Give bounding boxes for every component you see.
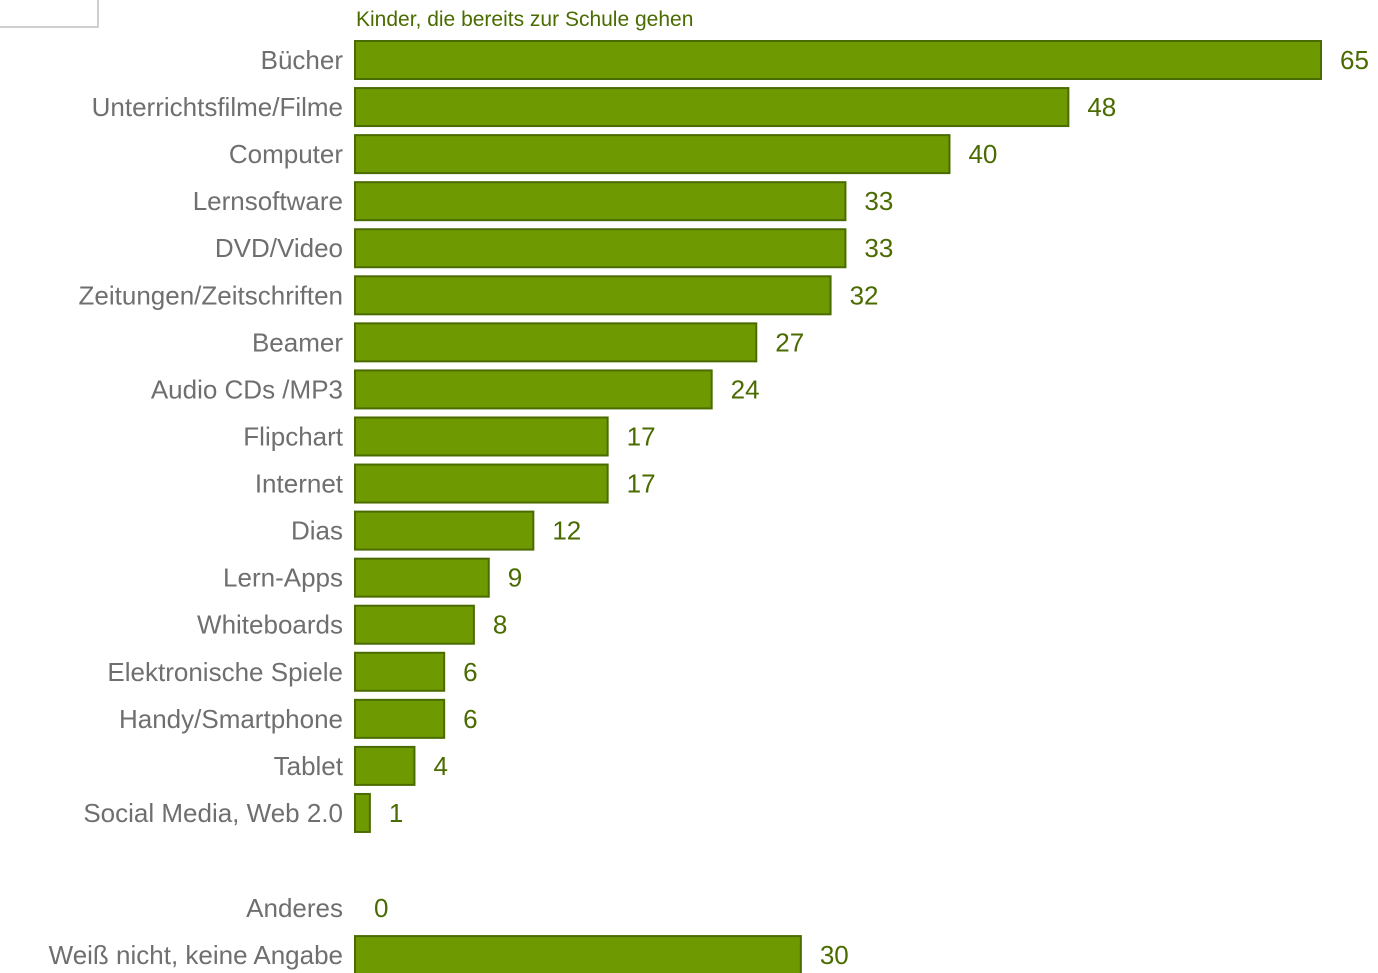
category-label-unterrichtsfilme-filme: Unterrichtsfilme/Filme bbox=[92, 92, 343, 122]
value-label-tablet: 4 bbox=[433, 751, 447, 781]
bar-internet bbox=[354, 463, 609, 504]
category-label-beamer: Beamer bbox=[252, 327, 343, 357]
category-label-tablet: Tablet bbox=[274, 751, 344, 781]
category-label-lern-apps: Lern-Apps bbox=[223, 563, 343, 593]
category-label-dvd-video: DVD/Video bbox=[215, 233, 343, 263]
category-label-anderes: Anderes bbox=[246, 893, 343, 923]
category-label-zeitungen-zeitschriften: Zeitungen/Zeitschriften bbox=[79, 280, 343, 310]
bar-lern-apps bbox=[354, 557, 490, 598]
category-label-internet: Internet bbox=[255, 469, 344, 499]
value-label-internet: 17 bbox=[627, 469, 656, 499]
category-label-bucher: Bücher bbox=[261, 45, 344, 75]
bar-zeitungen-zeitschriften bbox=[354, 275, 832, 316]
bar-elektronische-spiele bbox=[354, 651, 446, 692]
value-label-unterrichtsfilme-filme: 48 bbox=[1087, 92, 1116, 122]
category-label-dias: Dias bbox=[291, 516, 343, 546]
value-label-beamer: 27 bbox=[775, 327, 804, 357]
category-label-lernsoftware: Lernsoftware bbox=[193, 186, 343, 216]
bar-weiss-nicht-keine-angabe bbox=[354, 935, 802, 973]
bar-lernsoftware bbox=[354, 181, 847, 222]
category-label-whiteboards: Whiteboards bbox=[197, 610, 343, 640]
value-label-anderes: 0 bbox=[374, 893, 388, 923]
value-label-dias: 12 bbox=[552, 516, 581, 546]
bar-dvd-video bbox=[354, 228, 847, 269]
category-label-flipchart: Flipchart bbox=[243, 421, 343, 451]
category-label-handy-smartphone: Handy/Smartphone bbox=[119, 704, 343, 734]
category-label-weiss-nicht-keine-angabe: Weiß nicht, keine Angabe bbox=[49, 940, 343, 970]
value-label-computer: 40 bbox=[968, 139, 997, 169]
bar-dias bbox=[354, 510, 535, 551]
value-label-whiteboards: 8 bbox=[493, 610, 507, 640]
bar-flipchart bbox=[354, 416, 609, 457]
value-label-social-media-web-2-0: 1 bbox=[389, 798, 403, 828]
value-label-dvd-video: 33 bbox=[864, 233, 893, 263]
category-label-elektronische-spiele: Elektronische Spiele bbox=[107, 657, 343, 687]
legend-label: Kinder, die bereits zur Schule gehen bbox=[356, 8, 693, 31]
category-label-computer: Computer bbox=[229, 139, 343, 169]
bar-social-media-web-2-0 bbox=[354, 792, 371, 833]
category-label-social-media-web-2-0: Social Media, Web 2.0 bbox=[83, 798, 343, 828]
value-label-lernsoftware: 33 bbox=[864, 186, 893, 216]
value-label-weiss-nicht-keine-angabe: 30 bbox=[820, 940, 849, 970]
bar-computer bbox=[354, 134, 951, 175]
value-label-elektronische-spiele: 6 bbox=[463, 657, 477, 687]
bar-tablet bbox=[354, 745, 416, 786]
bar-unterrichtsfilme-filme bbox=[354, 87, 1070, 128]
value-label-flipchart: 17 bbox=[627, 421, 656, 451]
bar-beamer bbox=[354, 322, 758, 363]
category-label-audio-cds-mp3: Audio CDs /MP3 bbox=[151, 374, 343, 404]
value-label-handy-smartphone: 6 bbox=[463, 704, 477, 734]
bar-audio-cds-mp3 bbox=[354, 369, 713, 410]
frame-corner bbox=[0, 0, 99, 28]
value-label-bucher: 65 bbox=[1340, 45, 1369, 75]
value-label-audio-cds-mp3: 24 bbox=[731, 374, 760, 404]
value-label-lern-apps: 9 bbox=[508, 563, 522, 593]
bar-bucher bbox=[354, 40, 1322, 80]
value-label-zeitungen-zeitschriften: 32 bbox=[850, 280, 879, 310]
bar-whiteboards bbox=[354, 604, 475, 645]
bar-handy-smartphone bbox=[354, 698, 446, 739]
